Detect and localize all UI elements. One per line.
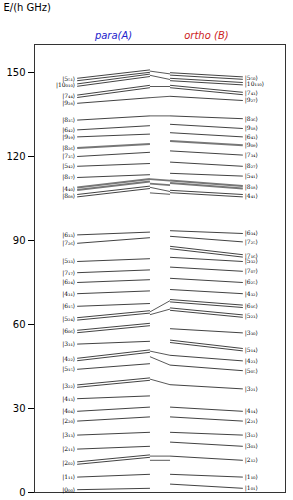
svg-text:|3₂₂⟩: |3₂₂⟩ [62, 382, 75, 390]
svg-text:|8₀₈⟩: |8₀₈⟩ [62, 192, 75, 200]
svg-text:ortho (B): ortho (B) [184, 30, 228, 41]
svg-text:|6₁₅⟩: |6₁₅⟩ [62, 302, 75, 310]
svg-text:|4₂₃⟩: |4₂₃⟩ [245, 357, 258, 365]
svg-text:150: 150 [6, 67, 25, 78]
svg-text:|9₀₉⟩: |9₀₉⟩ [245, 141, 258, 149]
svg-text:|7₄₄⟩: |7₄₄⟩ [62, 92, 76, 100]
svg-text:|4₁₃⟩: |4₁₃⟩ [62, 395, 75, 403]
svg-text:|5₂₃⟩: |5₂₃⟩ [245, 312, 258, 320]
svg-text:|5₅₁⟩: |5₅₁⟩ [62, 75, 76, 83]
svg-text:30: 30 [13, 403, 26, 414]
svg-text:|3₃₁⟩: |3₃₁⟩ [62, 340, 75, 348]
svg-text:|4₂₂⟩: |4₂₂⟩ [62, 355, 75, 363]
svg-text:|2₂₀⟩: |2₂₀⟩ [62, 417, 75, 425]
svg-text:|8₁₇⟩: |8₁₇⟩ [62, 173, 75, 181]
svg-text:90: 90 [13, 235, 26, 246]
svg-text:|5₃₂⟩: |5₃₂⟩ [245, 257, 258, 265]
svg-text:|5₁₄⟩: |5₁₄⟩ [245, 346, 258, 354]
svg-text:|4₃₁⟩: |4₃₁⟩ [62, 290, 75, 298]
svg-text:|8₁₈⟩: |8₁₈⟩ [245, 183, 258, 191]
svg-text:|9₂₇⟩: |9₂₇⟩ [245, 96, 258, 104]
svg-text:|5₃₃⟩: |5₃₃⟩ [62, 257, 75, 265]
svg-text:|2₁₂⟩: |2₁₂⟩ [245, 456, 258, 464]
svg-text:|7₂₅⟩: |7₂₅⟩ [245, 238, 258, 246]
svg-text:|3₀₃⟩: |3₀₃⟩ [245, 442, 258, 450]
svg-text:|1₁₁⟩: |1₁₁⟩ [62, 473, 75, 481]
svg-text:|6₃₃⟩: |6₃₃⟩ [62, 231, 75, 239]
svg-text:|1₁₀⟩: |1₁₀⟩ [245, 473, 258, 481]
svg-text:|3₁₂⟩: |3₁₂⟩ [245, 431, 258, 439]
svg-text:|6₄₂⟩: |6₄₂⟩ [62, 125, 76, 133]
svg-text:|7₁₇⟩: |7₁₇⟩ [62, 269, 75, 277]
svg-text:|5₅₀⟩: |5₅₀⟩ [244, 74, 258, 81]
svg-text:|4₁₄⟩: |4₁₄⟩ [245, 407, 258, 415]
svg-text:|7₀₇⟩: |7₀₇⟩ [245, 267, 258, 275]
svg-text:|6₂₄⟩: |6₂₄⟩ [62, 278, 75, 286]
svg-text:|8₃₅⟩: |8₃₅⟩ [62, 116, 75, 124]
svg-text:|8₃₆⟩: |8₃₆⟩ [245, 115, 258, 123]
svg-text:|4₃₂⟩: |4₃₂⟩ [245, 290, 258, 298]
svg-text:|9₂₈⟩: |9₂₈⟩ [62, 99, 75, 107]
svg-text:|4₄₁⟩: |4₄₁⟩ [245, 192, 258, 200]
svg-text:|5₂₄⟩: |5₂₄⟩ [62, 315, 75, 323]
svg-text:|7₃₅⟩: |7₃₅⟩ [62, 152, 75, 160]
svg-text:|4₀₄⟩: |4₀₄⟩ [62, 407, 75, 415]
svg-text:|6₂₅⟩: |6₂₅⟩ [245, 278, 258, 286]
svg-text:|5₄₁⟩: |5₄₁⟩ [245, 172, 258, 180]
svg-text:|10₁₁₀⟩: |10₁₁₀⟩ [245, 80, 264, 88]
svg-text:|7₁₆⟩: |7₁₆⟩ [244, 251, 258, 259]
svg-text:|6₃₄⟩: |6₃₄⟩ [245, 229, 258, 237]
svg-text:para(A): para(A) [94, 30, 132, 41]
svg-text:|1₀₁⟩: |1₀₁⟩ [245, 484, 258, 492]
svg-text:|5₀₅⟩: |5₀₅⟩ [245, 367, 258, 375]
svg-text:|3₂₁⟩: |3₂₁⟩ [245, 385, 258, 393]
svg-text:|8₂₇⟩: |8₂₇⟩ [245, 162, 258, 170]
svg-text:|3₁₃⟩: |3₁₃⟩ [62, 431, 75, 439]
svg-text:|5₁₅⟩: |5₁₅⟩ [62, 365, 75, 373]
svg-text:|10₀₁₀⟩: |10₀₁₀⟩ [56, 81, 75, 89]
svg-text:120: 120 [6, 151, 25, 162]
svg-text:|2₁₁⟩: |2₁₁⟩ [62, 445, 75, 453]
svg-text:|7₄₃⟩: |7₄₃⟩ [244, 89, 258, 97]
svg-text:|5₄₂⟩: |5₄₂⟩ [62, 162, 75, 170]
svg-text:|4₄₀⟩: |4₄₀⟩ [62, 184, 76, 192]
svg-text:|7₂₆⟩: |7₂₆⟩ [62, 239, 75, 247]
svg-text:60: 60 [13, 319, 26, 330]
svg-text:|6₄₃⟩: |6₄₃⟩ [245, 133, 258, 141]
svg-text:|2₀₂⟩: |2₀₂⟩ [62, 459, 75, 467]
svg-text:|8₂₆⟩: |8₂₆⟩ [62, 144, 75, 152]
svg-text:|6₁₆⟩: |6₁₆⟩ [245, 302, 258, 310]
svg-text:|7₃₄⟩: |7₃₄⟩ [245, 151, 258, 159]
svg-text:|2₂₁⟩: |2₂₁⟩ [245, 417, 258, 425]
svg-text:0: 0 [19, 487, 25, 498]
svg-text:|6₀₆⟩: |6₀₆⟩ [62, 327, 75, 335]
svg-text:|9₁₈⟩: |9₁₈⟩ [245, 124, 258, 132]
svg-text:|0₀₀⟩: |0₀₀⟩ [62, 486, 75, 494]
svg-text:|3₃₀⟩: |3₃₀⟩ [245, 329, 258, 337]
svg-text:|9₁₉⟩: |9₁₉⟩ [62, 133, 75, 141]
svg-text:E/(h GHz): E/(h GHz) [4, 2, 52, 13]
